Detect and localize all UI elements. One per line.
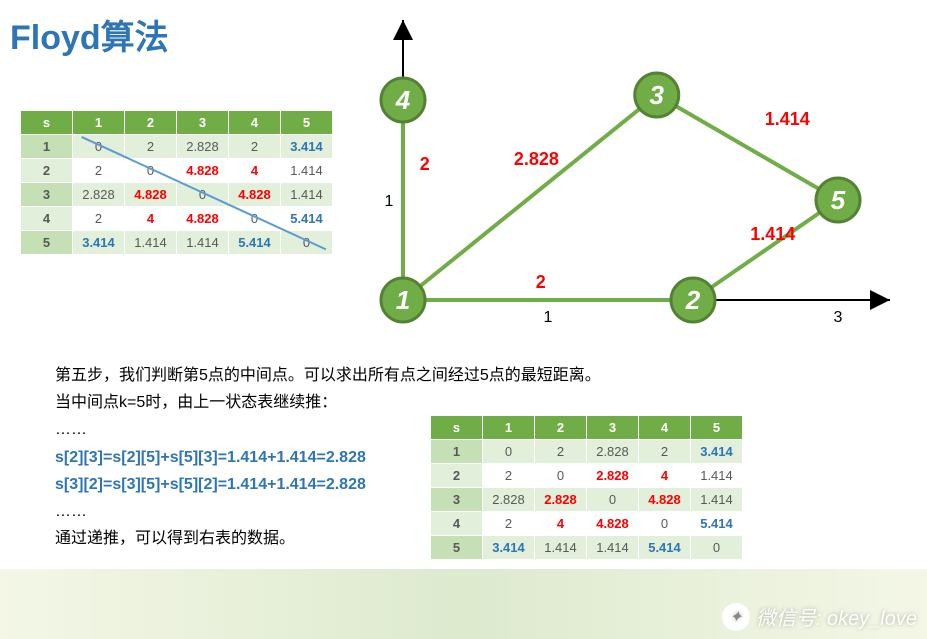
table-cell: 3.414 — [281, 135, 333, 159]
table-cell: 1.414 — [691, 488, 743, 512]
table-cell: 2.828 — [177, 135, 229, 159]
table-cell: 4.828 — [177, 159, 229, 183]
table-header-cell: 5 — [281, 111, 333, 135]
svg-text:5: 5 — [831, 185, 846, 215]
table-cell: 2 — [639, 440, 691, 464]
table-cell: 5.414 — [229, 231, 281, 255]
step-description: 第五步，我们判断第5点的中间点。可以求出所有点之间经过5点的最短距离。当中间点k… — [55, 362, 601, 552]
table-header-cell: 5 — [691, 416, 743, 440]
svg-text:1.414: 1.414 — [750, 224, 795, 244]
table-cell: 2 — [125, 135, 177, 159]
table-cell: 0 — [691, 536, 743, 560]
table-cell: 1.414 — [691, 464, 743, 488]
step-line: s[2][3]=s[2][5]+s[5][3]=1.414+1.414=2.82… — [55, 444, 601, 471]
wechat-label: 微信号: okey_love — [756, 602, 917, 631]
step-line: 第五步，我们判断第5点的中间点。可以求出所有点之间经过5点的最短距离。 — [55, 362, 601, 389]
table-cell: 0 — [73, 135, 125, 159]
svg-text:4: 4 — [395, 85, 411, 115]
table-cell: 4 — [229, 159, 281, 183]
step-line: 当中间点k=5时，由上一状态表继续推： — [55, 389, 601, 416]
table-cell: 2 — [21, 159, 73, 183]
table-cell: 1.414 — [177, 231, 229, 255]
table-header-cell: 4 — [639, 416, 691, 440]
table-cell: 1.414 — [281, 159, 333, 183]
svg-text:2.828: 2.828 — [514, 149, 559, 169]
svg-text:1: 1 — [396, 285, 410, 315]
table-cell: 0 — [177, 183, 229, 207]
table-cell: 4.828 — [639, 488, 691, 512]
table-cell: 0 — [125, 159, 177, 183]
svg-text:3: 3 — [834, 309, 843, 326]
table-header-cell: 2 — [125, 111, 177, 135]
svg-text:2: 2 — [685, 285, 701, 315]
svg-text:1.414: 1.414 — [765, 109, 810, 129]
table-cell: 3 — [21, 183, 73, 207]
wechat-footer: ✦ 微信号: okey_love — [722, 602, 917, 631]
table-header-cell: 1 — [73, 111, 125, 135]
table-cell: 1.414 — [125, 231, 177, 255]
table-cell: 4.828 — [177, 207, 229, 231]
table-cell: 1.414 — [281, 183, 333, 207]
table-cell: 4 — [21, 207, 73, 231]
table-cell: 4 — [639, 464, 691, 488]
table-cell: 5.414 — [639, 536, 691, 560]
table-cell: 3.414 — [73, 231, 125, 255]
table-cell: 5.414 — [691, 512, 743, 536]
svg-text:1: 1 — [544, 309, 553, 326]
table-cell: 4 — [125, 207, 177, 231]
table-cell: 2.828 — [73, 183, 125, 207]
table-header-cell: 3 — [177, 111, 229, 135]
table-cell: 4.828 — [229, 183, 281, 207]
table-cell: 5.414 — [281, 207, 333, 231]
wechat-icon: ✦ — [722, 603, 750, 631]
table-cell: 1 — [21, 135, 73, 159]
svg-text:2: 2 — [536, 272, 546, 292]
table-cell: 2 — [73, 207, 125, 231]
step-line: …… — [55, 498, 601, 525]
table-cell: 0 — [229, 207, 281, 231]
table-cell: 5 — [21, 231, 73, 255]
table-cell: 2 — [73, 159, 125, 183]
table-cell: 2 — [229, 135, 281, 159]
table-cell: 0 — [281, 231, 333, 255]
step-line: 通过递推，可以得到右表的数据。 — [55, 525, 601, 552]
table-header-cell: s — [21, 111, 73, 135]
page-title: Floyd算法 — [10, 10, 169, 59]
table-cell: 0 — [639, 512, 691, 536]
step-line: …… — [55, 416, 601, 443]
table-cell: 3.414 — [691, 440, 743, 464]
svg-text:1: 1 — [385, 193, 394, 210]
svg-text:2: 2 — [420, 154, 430, 174]
svg-text:3: 3 — [650, 80, 665, 110]
step-line: s[3][2]=s[3][5]+s[5][2]=1.414+1.414=2.82… — [55, 471, 601, 498]
table-cell: 4.828 — [125, 183, 177, 207]
table-header-cell: 4 — [229, 111, 281, 135]
